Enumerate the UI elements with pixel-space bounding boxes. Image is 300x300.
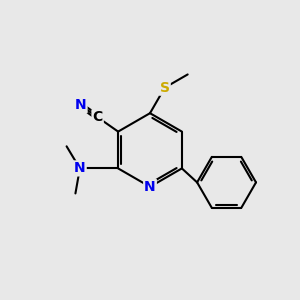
Text: S: S: [160, 81, 170, 95]
Text: N: N: [74, 161, 86, 176]
Text: C: C: [92, 110, 103, 124]
Text: N: N: [144, 180, 156, 194]
Text: N: N: [75, 98, 87, 112]
